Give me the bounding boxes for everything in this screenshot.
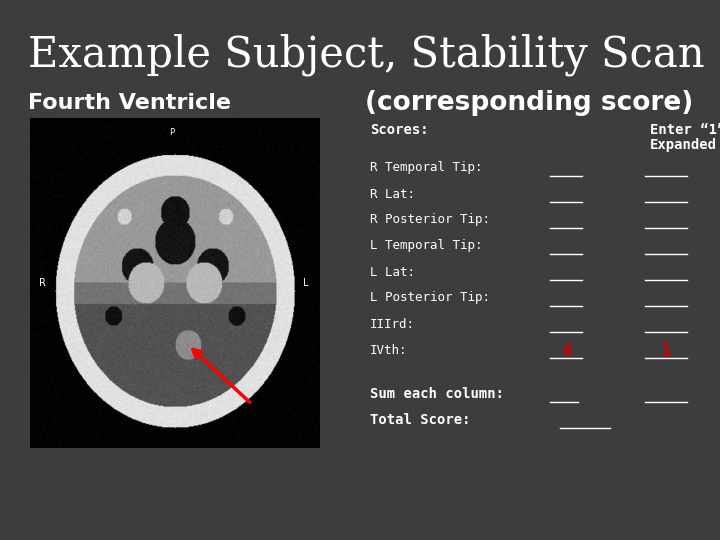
Text: (corresponding score): (corresponding score) (365, 90, 693, 116)
Text: 1: 1 (660, 342, 672, 360)
Text: Enter “1” if: Enter “1” if (650, 123, 720, 137)
Text: R Temporal Tip:: R Temporal Tip: (370, 161, 482, 174)
Text: R: R (39, 278, 45, 288)
Text: Fourth Ventricle: Fourth Ventricle (28, 93, 231, 113)
Text: Total Score:: Total Score: (370, 413, 470, 427)
Text: Scores:: Scores: (370, 123, 428, 137)
Text: Expanded: Expanded (650, 138, 717, 152)
Text: L Lat:: L Lat: (370, 266, 415, 279)
Text: 4: 4 (561, 342, 572, 360)
Text: P: P (169, 128, 174, 137)
Text: R Lat:: R Lat: (370, 187, 415, 200)
Text: Sum each column:: Sum each column: (370, 387, 504, 401)
Text: L Temporal Tip:: L Temporal Tip: (370, 240, 482, 253)
Text: Example Subject, Stability Scan: Example Subject, Stability Scan (28, 33, 705, 76)
Text: R Posterior Tip:: R Posterior Tip: (370, 213, 490, 226)
Text: L Posterior Tip:: L Posterior Tip: (370, 292, 490, 305)
Text: IIIrd:: IIIrd: (370, 318, 415, 330)
Text: L: L (302, 278, 308, 288)
Text: IVth:: IVth: (370, 343, 408, 356)
